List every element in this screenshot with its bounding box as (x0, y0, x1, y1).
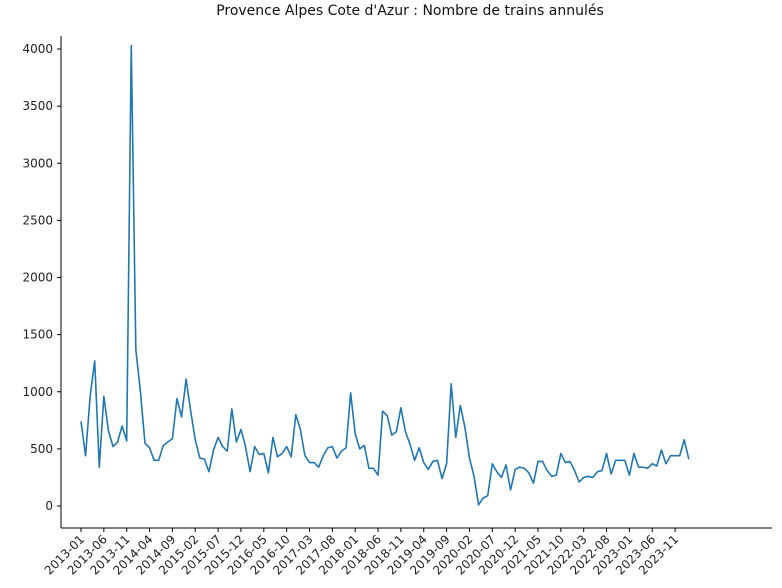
y-tick-label: 1000 (22, 385, 53, 399)
y-tick-label: 2500 (22, 213, 53, 227)
y-tick-label: 3000 (22, 156, 53, 170)
chart-title: Provence Alpes Cote d'Azur : Nombre de t… (216, 3, 604, 19)
y-axis: 0 500 1000 1500 2000 2500 3000 3500 4000 (22, 42, 61, 513)
y-tick-label: 2000 (22, 271, 53, 285)
x-axis: 2013-012013-062013-112014-042014-092015-… (42, 528, 681, 578)
y-tick-label: 500 (30, 442, 53, 456)
y-tick-label: 1500 (22, 328, 53, 342)
y-tick-label: 0 (45, 499, 53, 513)
y-tick-label: 3500 (22, 99, 53, 113)
y-tick-label: 4000 (22, 42, 53, 56)
series-line (80, 44, 690, 506)
